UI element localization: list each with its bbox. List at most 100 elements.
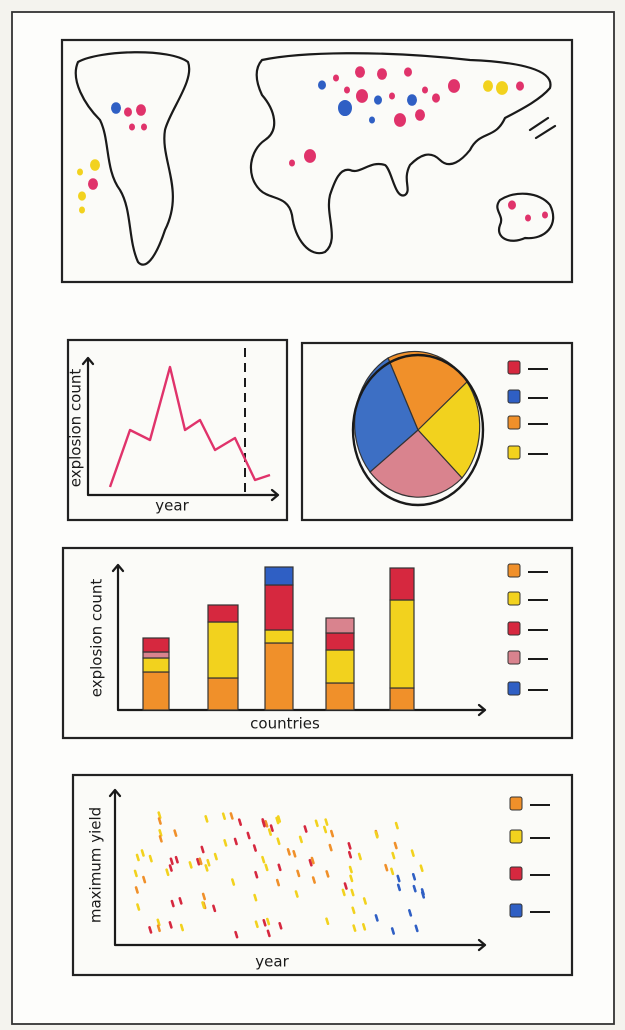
scatter-panel: maximum yield year: [71, 773, 574, 977]
legend-swatch: [507, 415, 521, 430]
scatter-dot: [174, 855, 179, 864]
scatter-dot: [204, 864, 209, 872]
map-dot: [88, 178, 98, 190]
scatter-dot: [261, 818, 266, 826]
scatter-dot: [221, 812, 226, 820]
bar-segment: [207, 604, 239, 623]
scatter-dot: [178, 897, 183, 905]
legend-swatch: [507, 563, 521, 578]
bar-segment: [264, 584, 294, 631]
legend: [507, 360, 548, 460]
map-dot: [289, 159, 295, 167]
scatter-dot: [201, 892, 206, 901]
scatter-dot: [233, 837, 238, 846]
legend-swatch: [509, 866, 523, 881]
scatter-dot: [324, 818, 329, 826]
scatter-dot: [278, 922, 283, 930]
scatter-dot: [411, 873, 417, 881]
legend: [509, 796, 550, 918]
bar-segment: [389, 567, 415, 601]
map-dot: [129, 123, 135, 131]
legend-swatch: [509, 903, 523, 918]
map-dot: [525, 214, 531, 222]
scatter-dot: [223, 839, 228, 847]
scatter-dot: [158, 835, 163, 843]
scatter-dot: [261, 855, 266, 864]
legend: [507, 563, 548, 696]
scatter-dot: [292, 849, 297, 858]
map-dot: [77, 168, 83, 176]
bar-segment: [264, 566, 294, 586]
legend-swatch: [507, 389, 521, 404]
scatter-dot: [170, 899, 175, 908]
scatter-dot: [140, 849, 145, 857]
scatter-dot: [275, 878, 281, 887]
bar-segment: [142, 637, 170, 653]
bar-panel: explosion count countries: [61, 546, 574, 740]
australia: [496, 192, 555, 242]
scatter-dot: [134, 886, 139, 894]
bars: [142, 566, 415, 711]
scatter-dot: [262, 919, 267, 927]
scatter-dot: [173, 829, 178, 837]
scatter-dot: [348, 865, 353, 874]
scatter-dot: [157, 811, 162, 819]
legend-swatch: [509, 796, 523, 811]
americas: [74, 51, 191, 266]
scatter-dot: [277, 863, 282, 872]
bar-segment: [325, 649, 355, 684]
map-dot: [90, 159, 100, 171]
scatter-dot: [396, 883, 402, 892]
scatter-dot: [310, 856, 315, 865]
map-dot: [304, 149, 316, 163]
scatter-dot: [296, 869, 301, 878]
bar-segment: [389, 599, 415, 689]
bar-segment: [389, 687, 415, 711]
y-axis-label: maximum yield: [87, 807, 105, 923]
scatter-dots: [133, 811, 426, 939]
scatter-dot: [212, 904, 217, 913]
map-dot: [394, 113, 406, 127]
map-dot: [344, 86, 350, 94]
scatter-dot: [206, 858, 211, 867]
map-dot: [318, 80, 326, 90]
scatter-dot: [328, 843, 333, 852]
scatter-dot: [231, 878, 236, 886]
scatter-dot: [264, 819, 269, 828]
map-dot: [483, 80, 493, 92]
map-dot: [355, 66, 365, 78]
y-axis-label: explosion count: [88, 579, 106, 698]
scatter-dot: [196, 857, 201, 866]
pie-panel: [300, 341, 574, 522]
panel-frame: [60, 38, 574, 284]
map-dot: [448, 79, 460, 93]
map-dots: [77, 66, 548, 222]
legend-swatch: [507, 621, 521, 636]
scatter-dot: [254, 920, 259, 929]
scatter-dot: [330, 829, 335, 838]
map-dot: [496, 81, 508, 95]
scatter-dot: [201, 901, 206, 909]
scatter-dot: [135, 853, 140, 862]
scatter-dot: [362, 923, 367, 931]
scatter-dot: [246, 831, 251, 840]
scatter-dot: [142, 875, 147, 884]
scatter-dot: [374, 830, 379, 839]
bar-segment: [142, 657, 170, 673]
scatter-dot: [266, 917, 271, 926]
scatter-dot: [294, 890, 299, 898]
scatter-dot: [275, 816, 280, 825]
map-dot: [389, 92, 395, 100]
legend-swatch: [507, 591, 521, 606]
scatter-dot: [352, 924, 357, 932]
scatter-dot: [390, 867, 395, 876]
map-dot: [422, 86, 428, 94]
bar-segment: [264, 642, 294, 711]
scatter-dot: [357, 852, 362, 861]
map-dot: [415, 109, 425, 121]
map-dot: [141, 123, 147, 131]
map-dot: [407, 94, 417, 106]
scatter-dot: [165, 868, 170, 877]
scatter-dot: [229, 812, 234, 820]
